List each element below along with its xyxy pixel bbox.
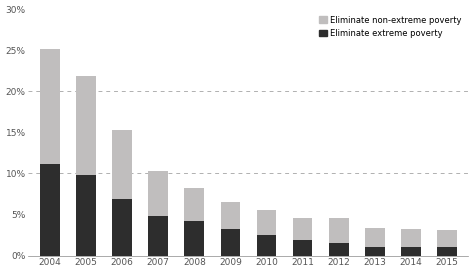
Bar — [401, 229, 420, 247]
Bar — [401, 247, 420, 256]
Bar — [437, 247, 457, 256]
Bar — [256, 210, 276, 235]
Bar — [148, 171, 168, 216]
Bar — [40, 164, 60, 256]
Bar — [292, 240, 312, 256]
Bar — [328, 242, 348, 256]
Bar — [184, 188, 204, 221]
Bar — [40, 49, 60, 164]
Bar — [148, 216, 168, 256]
Bar — [437, 230, 457, 247]
Bar — [76, 175, 96, 256]
Bar — [220, 202, 240, 229]
Bar — [112, 130, 132, 199]
Bar — [292, 218, 312, 240]
Bar — [112, 199, 132, 256]
Bar — [328, 218, 348, 242]
Legend: Eliminate non-extreme poverty, Eliminate extreme poverty: Eliminate non-extreme poverty, Eliminate… — [316, 13, 464, 40]
Bar — [256, 235, 276, 256]
Bar — [76, 76, 96, 175]
Bar — [365, 247, 384, 256]
Bar — [184, 221, 204, 256]
Bar — [365, 228, 384, 247]
Bar — [220, 229, 240, 256]
